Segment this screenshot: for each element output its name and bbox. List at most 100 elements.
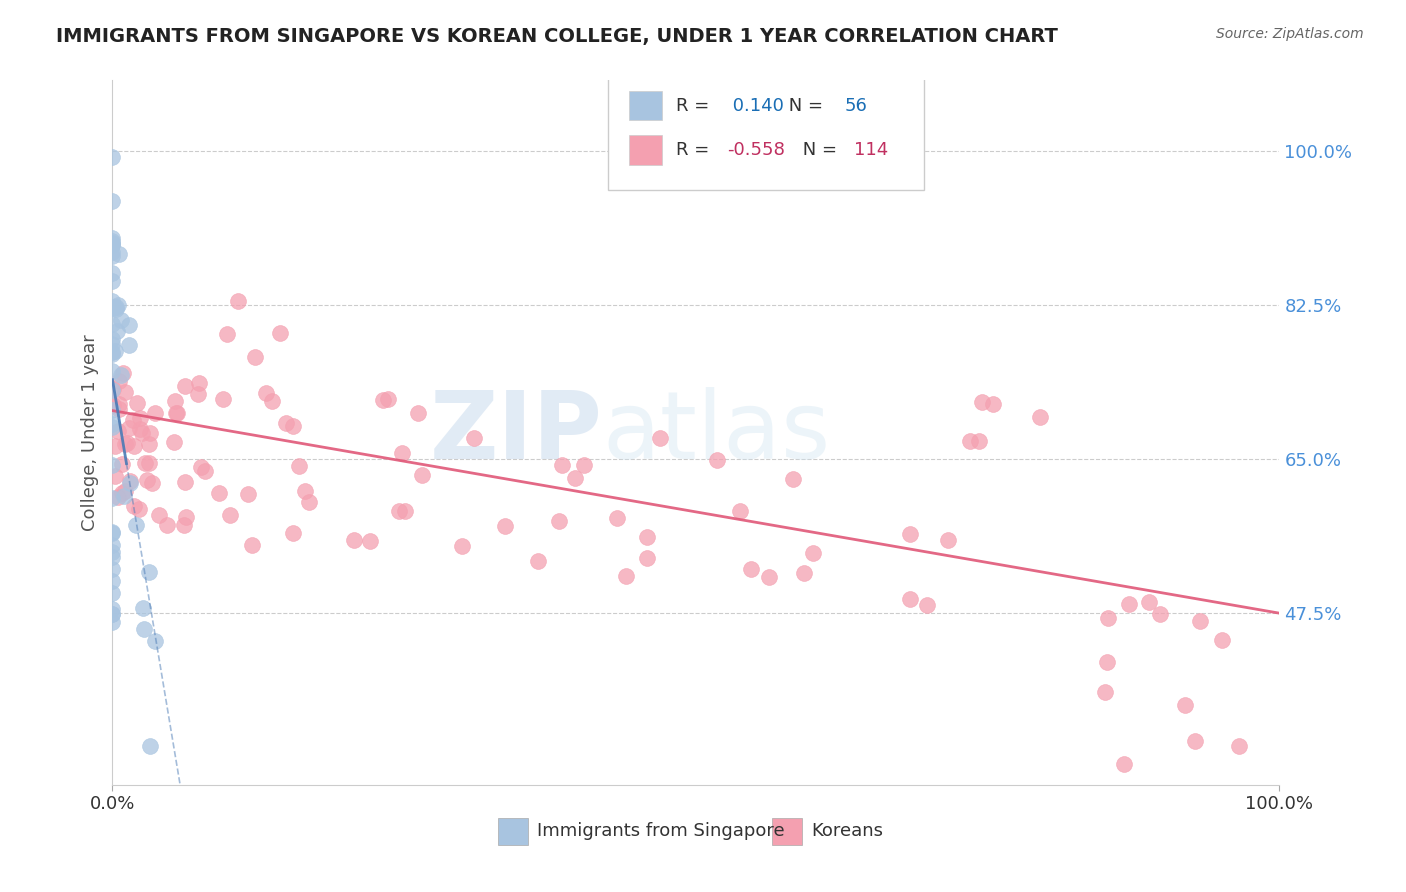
Text: atlas: atlas xyxy=(603,386,831,479)
Point xyxy=(240,538,263,552)
Point xyxy=(115,435,138,450)
Point xyxy=(104,343,127,358)
Text: -0.558: -0.558 xyxy=(727,141,786,159)
Point xyxy=(117,318,139,332)
Point xyxy=(1189,614,1212,628)
Point xyxy=(190,460,212,475)
Point xyxy=(371,393,394,408)
Point xyxy=(101,545,124,559)
Point xyxy=(132,622,155,636)
Point xyxy=(564,471,586,485)
Point xyxy=(101,417,124,432)
Point xyxy=(114,385,136,400)
Point xyxy=(411,467,433,482)
Point xyxy=(114,483,136,498)
FancyBboxPatch shape xyxy=(630,136,662,165)
Point xyxy=(394,504,416,518)
Point xyxy=(226,293,249,308)
Point xyxy=(276,417,298,431)
Point xyxy=(139,739,162,754)
Point xyxy=(572,458,595,472)
Point xyxy=(138,456,160,470)
Point xyxy=(101,194,124,209)
Point xyxy=(111,366,134,380)
Point xyxy=(614,569,637,583)
Point xyxy=(101,249,124,263)
Point xyxy=(101,235,124,249)
FancyBboxPatch shape xyxy=(630,91,662,120)
Point xyxy=(1174,698,1197,712)
Point xyxy=(124,518,146,533)
Point xyxy=(636,551,658,566)
Point xyxy=(111,485,134,500)
Point xyxy=(1112,757,1135,772)
Point xyxy=(107,396,129,410)
Point xyxy=(406,406,429,420)
Text: Koreans: Koreans xyxy=(811,822,883,840)
Point xyxy=(936,533,959,548)
Point xyxy=(101,602,124,616)
Point xyxy=(967,434,990,448)
Point xyxy=(101,293,124,308)
Point xyxy=(103,398,125,412)
Point xyxy=(122,439,145,453)
Point xyxy=(118,474,141,488)
Point xyxy=(101,525,124,540)
Point xyxy=(391,446,413,460)
Point xyxy=(111,457,134,471)
Point xyxy=(136,473,159,487)
Point xyxy=(298,495,321,509)
Point xyxy=(101,383,124,397)
Point xyxy=(101,382,124,396)
Point xyxy=(110,313,132,327)
Point xyxy=(101,419,124,434)
Point xyxy=(101,237,124,252)
FancyBboxPatch shape xyxy=(609,78,924,189)
Text: Source: ZipAtlas.com: Source: ZipAtlas.com xyxy=(1216,27,1364,41)
Point xyxy=(129,422,152,436)
Point xyxy=(128,502,150,516)
Point xyxy=(163,435,186,450)
Point xyxy=(129,410,152,425)
Point xyxy=(118,421,141,435)
Point xyxy=(101,525,124,540)
Point xyxy=(706,453,728,467)
Point xyxy=(101,402,124,417)
Point xyxy=(959,434,981,448)
Point xyxy=(101,266,124,280)
Point xyxy=(165,405,187,419)
Point xyxy=(101,615,124,629)
Point xyxy=(101,235,124,250)
Point xyxy=(1029,409,1052,424)
Text: ZIP: ZIP xyxy=(430,386,603,479)
Point xyxy=(782,472,804,486)
Point xyxy=(108,374,131,388)
Point xyxy=(1137,595,1160,609)
Point xyxy=(101,585,124,599)
Point xyxy=(112,489,135,503)
Point xyxy=(143,634,166,648)
Point xyxy=(143,406,166,420)
Point xyxy=(343,533,366,547)
Point xyxy=(648,431,671,445)
Point xyxy=(101,332,124,346)
Point xyxy=(101,245,124,260)
Point xyxy=(107,298,129,312)
Text: R =: R = xyxy=(676,96,716,115)
Point xyxy=(124,499,146,513)
Point xyxy=(101,538,124,552)
Point xyxy=(740,562,762,576)
Point xyxy=(260,394,283,409)
Point xyxy=(110,368,132,383)
Point xyxy=(377,392,399,406)
Point xyxy=(101,150,124,164)
Point xyxy=(494,519,516,533)
Point xyxy=(981,396,1004,410)
Point xyxy=(451,539,474,553)
Point xyxy=(758,570,780,584)
Point xyxy=(101,274,124,288)
Point xyxy=(1095,655,1118,669)
Point xyxy=(1149,607,1171,621)
Point xyxy=(101,301,124,315)
Point xyxy=(105,324,128,338)
